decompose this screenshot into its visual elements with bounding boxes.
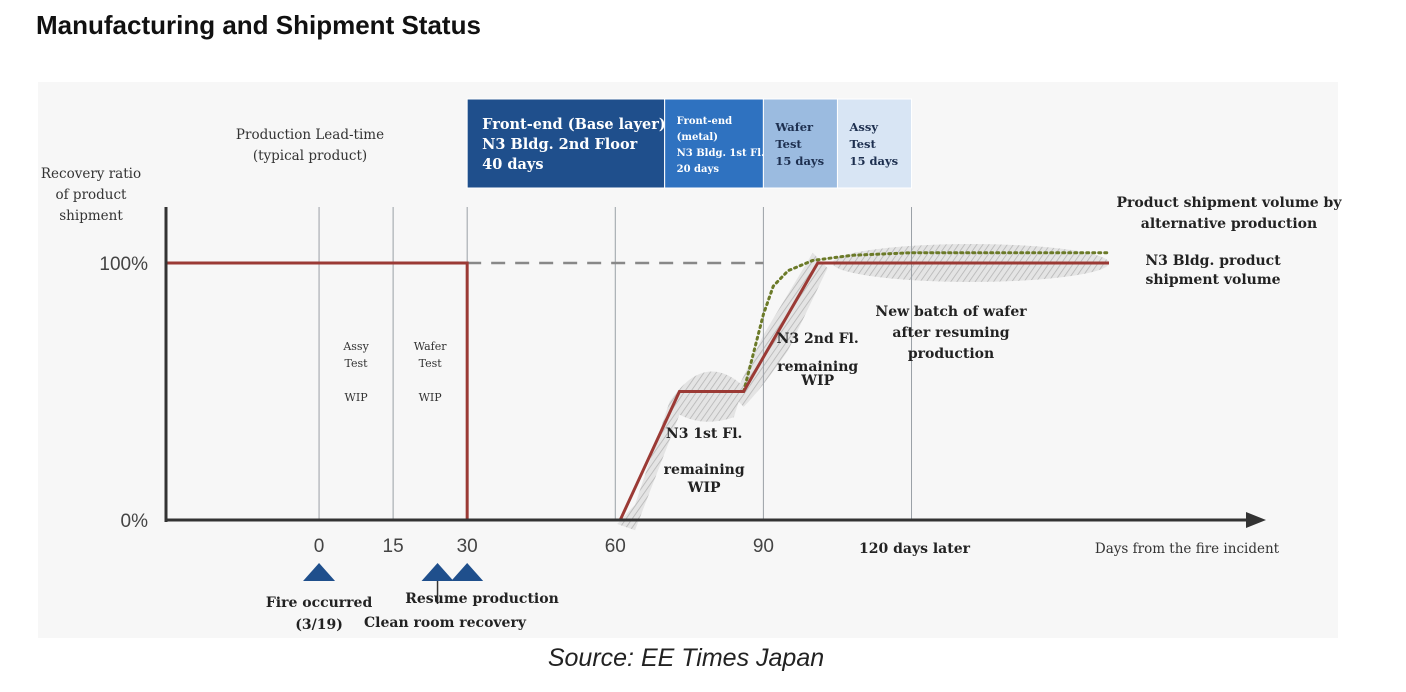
lead-time-phase-1-label-1: (metal) (677, 132, 718, 143)
x-tick-label-90: 90 (753, 536, 774, 557)
annotation-wafer-test-wip-line-0: Wafer (414, 340, 447, 353)
event-label-clean-room-line-0: Clean room recovery (364, 615, 527, 631)
annotation-n3-1st-remaining-line-0: N3 1st Fl. (666, 426, 743, 442)
lead-time-phase-2-label-2: 15 days (775, 154, 824, 168)
lead-time-phase-0 (466, 98, 666, 189)
y-axis-title-line-1: of product (56, 187, 128, 203)
annotation-assy-test-wip-line-3: WIP (345, 391, 369, 404)
x-tick-label-120: 120 days later (859, 541, 971, 557)
annotation-new-batch-line-0: New batch of wafer (875, 304, 1027, 320)
annotation-n3-2nd-remaining-line-0: N3 2nd Fl. (777, 331, 859, 347)
lead-time-phase-3 (836, 98, 913, 189)
annotation-n3-1st-remaining-line-3: WIP (687, 480, 721, 496)
event-marker-0 (303, 563, 336, 581)
x-tick-label-60: 60 (605, 536, 626, 557)
annotation-n3-1st-remaining-line-2: remaining (664, 462, 745, 478)
lead-time-phase-3-label-0: Assy (848, 120, 878, 134)
lead-time-phase-1-label-3: 20 days (677, 164, 720, 175)
legend-alternative-line-1: alternative production (1141, 216, 1317, 232)
lead-time-phase-2 (762, 98, 838, 189)
y-axis-title-line-2: shipment (59, 208, 123, 224)
annotation-n3-2nd-remaining-line-3: WIP (800, 373, 834, 389)
event-marker-1 (421, 563, 454, 581)
y-tick-label-0: 0% (121, 511, 149, 532)
event-label-resume-line-0: Resume production (405, 591, 559, 607)
annotation-wafer-test-wip-line-3: WIP (419, 391, 443, 404)
annotation-new-batch-line-2: production (908, 346, 994, 362)
lead-time-phase-0-label-1: N3 Bldg. 2nd Floor (482, 136, 637, 153)
annotation-assy-test-wip-line-0: Assy (342, 340, 369, 353)
event-marker-2 (451, 563, 484, 581)
x-axis-arrowhead (1246, 512, 1266, 528)
x-axis-title: Days from the fire incident (1095, 541, 1280, 557)
y-tick-label-100: 100% (99, 254, 148, 275)
x-tick-label-15: 15 (383, 536, 404, 557)
legend-n3-line-1: shipment volume (1145, 272, 1280, 288)
series-n3-shipment-volume (166, 261, 1109, 522)
lead-time-label-line1: Production Lead-time (236, 127, 384, 143)
legend-n3-line-0: N3 Bldg. product (1145, 253, 1281, 269)
annotation-n3-2nd-remaining-line-2: remaining (777, 359, 858, 375)
lead-time-phase-0-label-2: 40 days (482, 156, 543, 173)
event-label-fire-line-0: Fire occurred (266, 595, 373, 611)
source-caption: Source: EE Times Japan (547, 644, 825, 672)
lead-time-phase-1-label-0: Front-end (677, 116, 733, 127)
annotation-new-batch-line-1: after resuming (892, 325, 1009, 341)
annotation-assy-test-wip-line-1: Test (345, 357, 369, 370)
lead-time-label-line2: (typical product) (253, 148, 367, 164)
lead-time-phase-2-label-1: Test (775, 137, 802, 151)
lead-time-phase-2-label-0: Wafer (774, 120, 814, 134)
event-label-fire-line-1: (3/19) (295, 617, 343, 633)
y-axis-title-line-0: Recovery ratio (41, 166, 141, 182)
x-tick-label-30: 30 (457, 536, 478, 557)
legend-alternative-line-0: Product shipment volume by (1117, 195, 1343, 211)
lead-time-phase-1 (664, 98, 764, 189)
lead-time-phase-1-label-2: N3 Bldg. 1st Fl. (677, 148, 765, 159)
lead-time-phase-3-label-2: 15 days (849, 154, 898, 168)
lead-time-phase-3-label-1: Test (849, 137, 876, 151)
page-title: Manufacturing and Shipment Status (36, 10, 481, 40)
x-tick-label-0: 0 (314, 536, 325, 557)
annotation-wafer-test-wip-line-1: Test (419, 357, 443, 370)
wip-band-n3-1st (617, 371, 744, 531)
lead-time-phase-0-label-0: Front-end (Base layer) (482, 116, 666, 133)
series-alternative-production (742, 251, 1111, 393)
